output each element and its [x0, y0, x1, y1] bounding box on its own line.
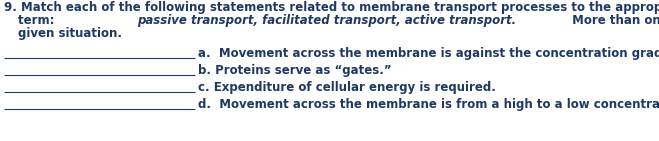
- Text: More than one term may apply in a: More than one term may apply in a: [567, 14, 659, 27]
- Text: b. Proteins serve as “gates.”: b. Proteins serve as “gates.”: [198, 64, 391, 77]
- Text: c. Expenditure of cellular energy is required.: c. Expenditure of cellular energy is req…: [198, 81, 496, 94]
- Text: passive transport, facilitated transport, active transport.: passive transport, facilitated transport…: [137, 14, 516, 27]
- Text: a.  Movement across the membrane is against the concentration gradient.: a. Movement across the membrane is again…: [198, 47, 659, 60]
- Text: d.  Movement across the membrane is from a high to a low concentration.: d. Movement across the membrane is from …: [198, 98, 659, 111]
- Text: 9. Match each of the following statements related to membrane transport processe: 9. Match each of the following statement…: [4, 1, 659, 14]
- Text: given situation.: given situation.: [18, 27, 122, 40]
- Text: term:: term:: [18, 14, 59, 27]
